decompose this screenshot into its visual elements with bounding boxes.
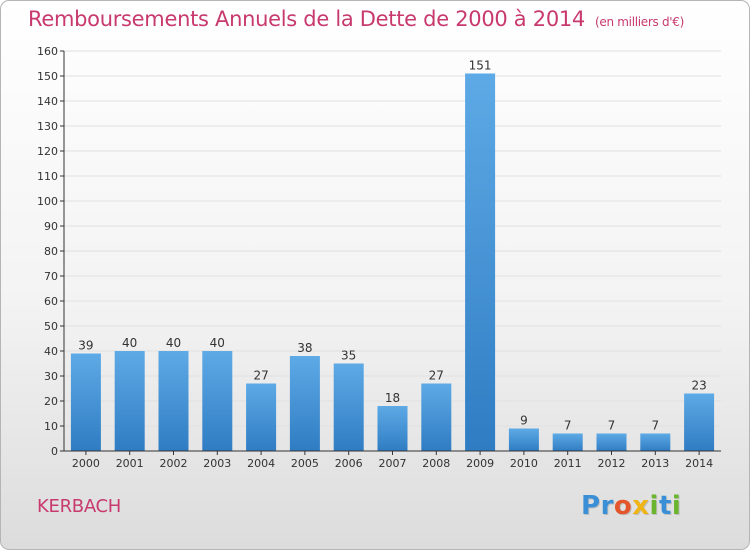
x-tick-label: 2014 — [685, 457, 713, 470]
bar — [333, 363, 364, 451]
bar — [289, 356, 320, 451]
x-tick-label: 2011 — [554, 457, 582, 470]
y-tick-label: 40 — [44, 345, 58, 358]
bar-value-label: 7 — [651, 419, 659, 433]
y-tick-label: 70 — [44, 270, 58, 283]
logo-letter: t — [658, 491, 672, 521]
y-tick-label: 60 — [44, 295, 58, 308]
logo-letter: P — [581, 491, 601, 521]
bar-value-label: 40 — [122, 336, 137, 350]
x-tick-label: 2006 — [335, 457, 363, 470]
x-tick-label: 2009 — [466, 457, 494, 470]
title-text: Remboursements Annuels de la Dette de 20… — [28, 7, 585, 31]
bar — [465, 73, 496, 451]
bar — [684, 393, 715, 451]
bar-value-label: 39 — [78, 339, 93, 353]
bar — [202, 351, 233, 451]
bar-value-label: 9 — [520, 414, 528, 428]
bar-value-label: 40 — [166, 336, 181, 350]
bar-value-label: 27 — [429, 369, 444, 383]
bar — [114, 351, 145, 451]
commune-name: KERBACH — [37, 496, 122, 517]
proxiti-logo[interactable]: Proxiti — [581, 491, 681, 521]
logo-letter: i — [671, 491, 682, 521]
bar — [552, 433, 583, 451]
bar — [596, 433, 627, 451]
logo-letter: i — [649, 491, 659, 521]
bar-value-label: 35 — [341, 349, 356, 363]
bar-value-label: 7 — [608, 419, 616, 433]
y-tick-label: 120 — [37, 145, 58, 158]
y-tick-label: 50 — [44, 320, 58, 333]
x-tick-label: 2008 — [422, 457, 450, 470]
bar — [640, 433, 671, 451]
logo-letter: o — [613, 491, 633, 521]
bar — [421, 383, 452, 451]
chart-subtitle: (en milliers d'€) — [595, 15, 685, 29]
bars — [70, 73, 715, 451]
y-tick-label: 150 — [37, 70, 58, 83]
x-tick-label: 2003 — [203, 457, 231, 470]
bar — [377, 406, 408, 451]
chart-title: Remboursements Annuels de la Dette de 20… — [28, 7, 684, 31]
y-tick-label: 90 — [44, 220, 58, 233]
x-tick-label: 2010 — [510, 457, 538, 470]
bar-value-label: 7 — [564, 419, 572, 433]
x-tick-label: 2007 — [379, 457, 407, 470]
y-tick-label: 110 — [37, 170, 58, 183]
y-tick-label: 140 — [37, 95, 58, 108]
bar-value-label: 40 — [210, 336, 225, 350]
y-tick-label: 20 — [44, 395, 58, 408]
bar-value-label: 23 — [691, 379, 706, 393]
y-tick-label: 160 — [37, 45, 58, 58]
y-tick-label: 130 — [37, 120, 58, 133]
x-tick-label: 2005 — [291, 457, 319, 470]
bar-value-label: 38 — [297, 341, 312, 355]
y-tick-label: 10 — [44, 420, 58, 433]
x-tick-label: 2002 — [160, 457, 188, 470]
bar — [70, 353, 101, 451]
bar-value-label: 27 — [253, 369, 268, 383]
x-tick-label: 2004 — [247, 457, 275, 470]
x-tick-label: 2012 — [598, 457, 626, 470]
axes — [60, 50, 721, 455]
logo-letter: x — [632, 491, 650, 521]
y-tick-label: 30 — [44, 370, 58, 383]
x-tick-label: 2001 — [116, 457, 144, 470]
bar-value-label: 18 — [385, 391, 400, 405]
x-tick-label: 2000 — [72, 457, 100, 470]
x-tick-label: 2013 — [641, 457, 669, 470]
bar — [158, 351, 189, 451]
y-tick-label: 0 — [51, 445, 58, 458]
labels: 0 10 20 30 40 50 60 70 80 90 100 110 120 130 140 150 160… — [37, 45, 713, 470]
bar — [246, 383, 277, 451]
logo-letter: r — [600, 491, 614, 521]
bar — [508, 428, 539, 451]
y-tick-label: 100 — [37, 195, 58, 208]
y-tick-label: 80 — [44, 245, 58, 258]
bar-value-label: 151 — [469, 59, 492, 73]
